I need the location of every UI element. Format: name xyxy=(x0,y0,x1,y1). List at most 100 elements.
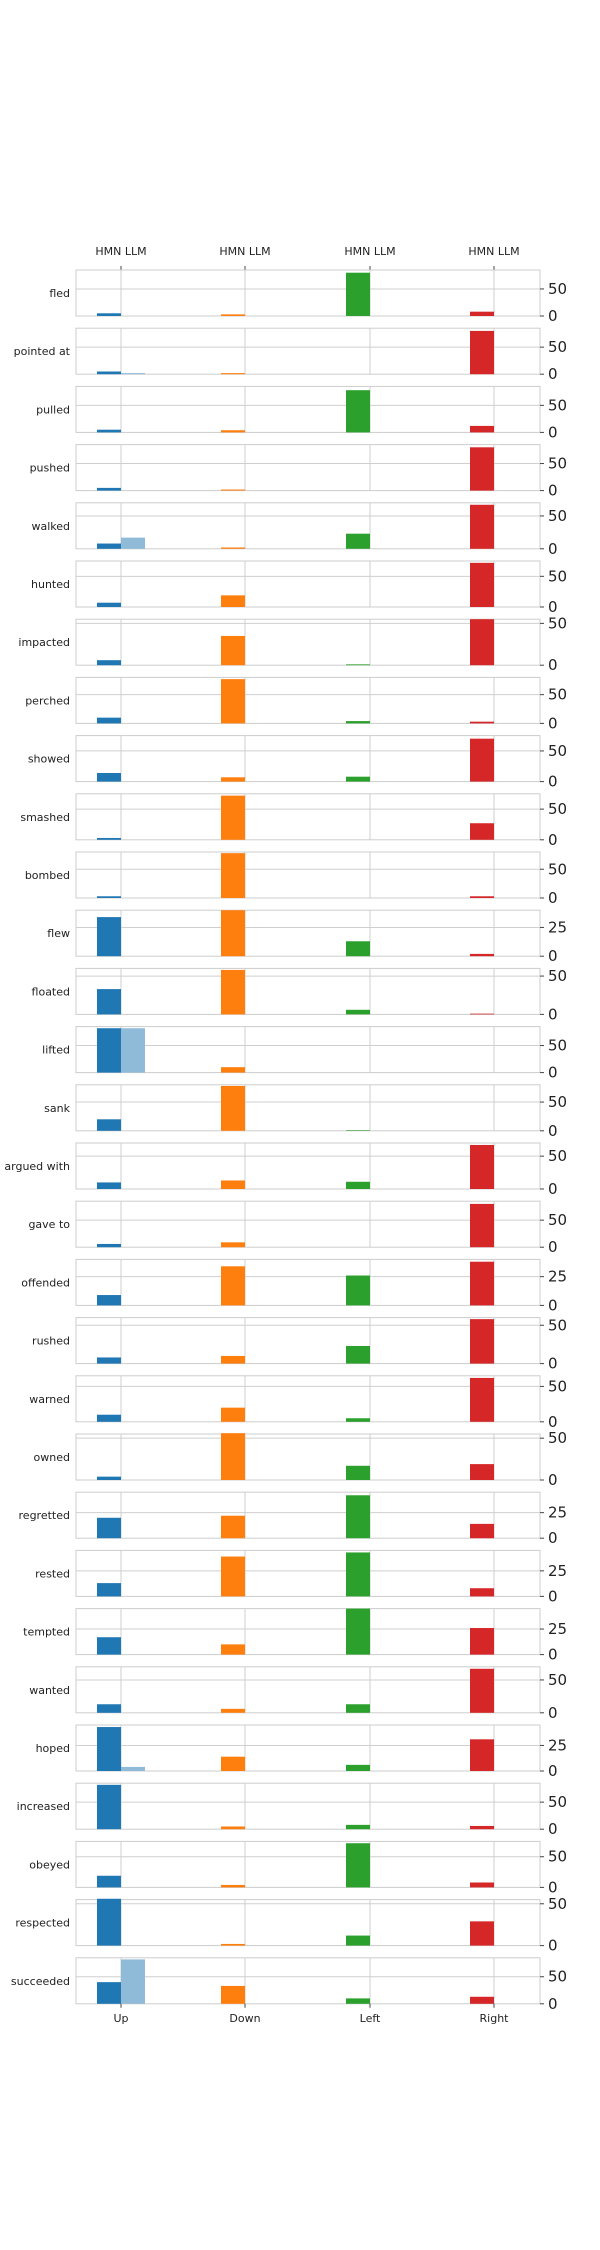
bar-hmn-right-walked xyxy=(470,504,494,549)
bar-hmn-left-owned xyxy=(346,1465,370,1480)
y-tick-label-owned: 50 xyxy=(548,1429,567,1447)
y-tick-label-pushed: 50 xyxy=(548,455,567,473)
y-tick-label-sank: 0 xyxy=(548,1122,558,1140)
bar-llm-up-pointed-at xyxy=(121,373,145,375)
row-label-argued-with: argued with xyxy=(4,1160,70,1173)
bar-hmn-right-warned xyxy=(470,1377,494,1422)
row-label-wanted: wanted xyxy=(29,1684,70,1697)
bar-hmn-down-perched xyxy=(221,679,245,724)
bar-hmn-right-gave-to xyxy=(470,1203,494,1248)
y-tick-label-pointed-at: 0 xyxy=(548,365,558,383)
bar-hmn-down-fled xyxy=(221,314,245,316)
y-tick-label-bombed: 50 xyxy=(548,860,567,878)
panel-frame-regretted xyxy=(75,1491,541,1539)
bar-hmn-up-respected xyxy=(97,1898,121,1946)
bar-hmn-down-walked xyxy=(221,547,245,549)
bar-hmn-right-respected xyxy=(470,1921,494,1946)
bar-hmn-right-hoped xyxy=(470,1739,494,1771)
row-label-flew: flew xyxy=(47,927,70,940)
row-label-bombed: bombed xyxy=(25,869,70,882)
y-tick-label-argued-with: 0 xyxy=(548,1180,558,1198)
row-label-tempted: tempted xyxy=(23,1626,70,1639)
bar-hmn-left-wanted xyxy=(346,1704,370,1713)
y-tick-label-hoped: 25 xyxy=(548,1736,567,1754)
y-tick-label-owned: 0 xyxy=(548,1471,558,1489)
y-tick-label-hunted: 50 xyxy=(548,567,567,585)
y-tick-label-rested: 0 xyxy=(548,1587,558,1605)
bar-hmn-left-floated xyxy=(346,1009,370,1015)
y-tick-label-gave-to: 0 xyxy=(548,1238,558,1256)
panel-frame-sank xyxy=(75,1084,541,1132)
bar-hmn-right-floated xyxy=(470,1013,494,1015)
panel-frame-wanted xyxy=(75,1666,541,1714)
panel-frame-owned xyxy=(75,1433,541,1481)
row-label-sank: sank xyxy=(44,1102,70,1115)
row-label-respected: respected xyxy=(15,1917,70,1930)
bar-hmn-up-increased xyxy=(97,1784,121,1830)
row-label-offended: offended xyxy=(21,1276,70,1289)
row-label-smashed: smashed xyxy=(20,811,70,824)
bar-hmn-right-increased xyxy=(470,1825,494,1830)
bar-hmn-down-pulled xyxy=(221,430,245,433)
panel-frame-respected xyxy=(75,1899,541,1947)
y-tick-label-hoped: 0 xyxy=(548,1762,558,1780)
panel-frame-hunted xyxy=(75,560,541,608)
panel-frame-argued-with xyxy=(75,1142,541,1190)
bar-hmn-up-sank xyxy=(97,1119,121,1131)
panel-frame-perched xyxy=(75,676,541,724)
bar-hmn-left-walked xyxy=(346,533,370,549)
bar-hmn-left-rushed xyxy=(346,1345,370,1364)
y-tick-label-increased: 50 xyxy=(548,1793,567,1811)
row-label-succeeded: succeeded xyxy=(11,1975,70,1988)
bar-hmn-right-impacted xyxy=(470,619,494,666)
bar-hmn-down-argued-with xyxy=(221,1180,245,1189)
y-tick-label-argued-with: 50 xyxy=(548,1147,567,1165)
bar-llm-up-lifted xyxy=(121,1028,145,1073)
bar-hmn-left-warned xyxy=(346,1418,370,1422)
bar-hmn-up-perched xyxy=(97,717,121,724)
panel-frame-increased xyxy=(75,1782,541,1830)
x-tick-label-down: Down xyxy=(229,2012,260,2025)
x-tick-label-left: Left xyxy=(360,2012,381,2025)
top-tick-label-0: HMN LLM xyxy=(95,245,146,258)
bar-hmn-up-fled xyxy=(97,313,121,316)
row-label-hunted: hunted xyxy=(31,578,70,591)
panel-frame-gave-to xyxy=(75,1200,541,1248)
bar-hmn-down-lifted xyxy=(221,1067,245,1073)
y-tick-label-lifted: 0 xyxy=(548,1064,558,1082)
bar-hmn-up-pointed-at xyxy=(97,371,121,375)
y-tick-label-warned: 0 xyxy=(548,1413,558,1431)
y-tick-label-perched: 0 xyxy=(548,714,558,732)
bar-hmn-right-wanted xyxy=(470,1668,494,1713)
row-label-regretted: regretted xyxy=(19,1509,70,1522)
y-tick-label-floated: 0 xyxy=(548,1005,558,1023)
y-tick-label-pulled: 50 xyxy=(548,396,567,414)
y-tick-label-wanted: 0 xyxy=(548,1704,558,1722)
y-tick-label-hunted: 0 xyxy=(548,598,558,616)
bar-hmn-left-sank xyxy=(346,1130,370,1131)
bar-hmn-down-impacted xyxy=(221,635,245,666)
bar-hmn-up-argued-with xyxy=(97,1182,121,1189)
row-label-owned: owned xyxy=(34,1451,70,1464)
row-label-obeyed: obeyed xyxy=(29,1858,70,1871)
row-label-pulled: pulled xyxy=(36,403,70,416)
bar-hmn-right-pulled xyxy=(470,425,494,433)
bar-hmn-left-pulled xyxy=(346,390,370,433)
panel-frame-rested xyxy=(75,1549,541,1597)
y-tick-label-regretted: 25 xyxy=(548,1504,567,1522)
bar-hmn-down-showed xyxy=(221,777,245,782)
row-label-lifted: lifted xyxy=(42,1044,70,1057)
bar-hmn-down-sank xyxy=(221,1085,245,1131)
bar-hmn-down-obeyed xyxy=(221,1884,245,1888)
bar-llm-up-hoped xyxy=(121,1766,145,1771)
top-tick-label-2: HMN LLM xyxy=(344,245,395,258)
bar-hmn-down-offended xyxy=(221,1266,245,1306)
y-tick-label-walked: 50 xyxy=(548,507,567,525)
panel-frame-flew xyxy=(75,909,541,957)
y-tick-label-succeeded: 0 xyxy=(548,1995,558,2013)
bar-hmn-right-fled xyxy=(470,311,494,316)
row-label-rushed: rushed xyxy=(32,1335,70,1348)
bar-hmn-right-rested xyxy=(470,1588,494,1597)
y-tick-label-perched: 50 xyxy=(548,686,567,704)
panel-frame-offended xyxy=(75,1258,541,1306)
